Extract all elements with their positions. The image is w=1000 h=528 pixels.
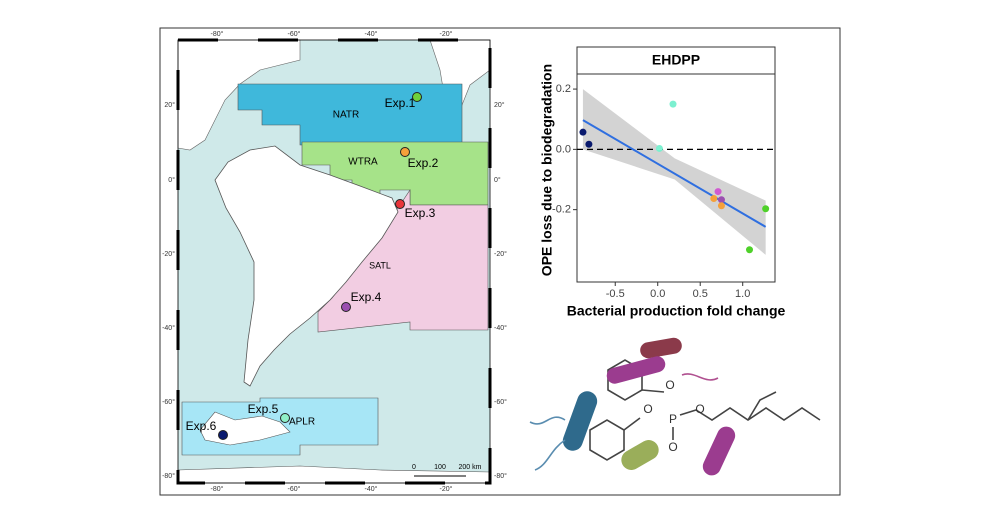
- site-label: Exp.2: [408, 156, 439, 170]
- site: [218, 430, 228, 440]
- scale-label: 0: [412, 464, 416, 471]
- region-natr: [237, 83, 463, 146]
- y-tick-label: 0.0: [556, 143, 571, 155]
- flagellum: [681, 373, 719, 381]
- bacterium: [640, 337, 682, 359]
- atom: O: [665, 378, 674, 392]
- point: [585, 140, 593, 148]
- bacterium: [606, 356, 666, 384]
- lon-label: -60°: [288, 30, 301, 38]
- lat-label: -20°: [162, 250, 175, 258]
- atom: P: [669, 412, 677, 426]
- region-label: APLR: [289, 417, 315, 428]
- lat-label: -40°: [494, 324, 507, 332]
- site: [341, 302, 351, 312]
- lat-label: 20°: [164, 101, 175, 109]
- site-label: Exp.1: [385, 96, 416, 110]
- scale-label: 100: [434, 464, 446, 471]
- lon-label: -20°: [440, 30, 453, 38]
- x-tick-label: 1.0: [735, 288, 750, 300]
- point: [710, 194, 718, 202]
- point: [655, 144, 663, 152]
- point: [717, 202, 725, 210]
- strip: [576, 46, 776, 75]
- lat-label: -80°: [494, 472, 507, 480]
- site: [412, 92, 422, 102]
- site: [395, 199, 405, 209]
- site-label: Exp.4: [351, 290, 382, 304]
- x-axis-title: Bacterial production fold change: [567, 303, 786, 319]
- bacterium: [562, 391, 598, 451]
- lon-label: -80°: [211, 485, 224, 493]
- land: [177, 39, 301, 151]
- map: NATR WTRA SATL APLR 0 100 200 km: [176, 38, 492, 485]
- point: [714, 188, 722, 196]
- x-tick-label: 0.0: [650, 288, 665, 300]
- lat-label: 20°: [494, 101, 505, 109]
- lat-label: -80°: [162, 472, 175, 480]
- site-label: Exp.6: [186, 419, 217, 433]
- point: [579, 128, 587, 136]
- confidence-band: [582, 89, 766, 255]
- ring: [589, 419, 625, 461]
- region-label: SATL: [369, 260, 391, 270]
- x-tick-label: -0.5: [606, 288, 625, 300]
- site: [280, 413, 290, 423]
- lat-label: 0°: [494, 176, 501, 184]
- lat-label: -60°: [494, 398, 507, 406]
- site-label: Exp.3: [405, 206, 436, 220]
- lon-label: -80°: [211, 30, 224, 38]
- region-label: NATR: [333, 110, 359, 121]
- point: [717, 196, 725, 204]
- y-tick-label: -0.2: [552, 204, 571, 216]
- scale-label: 200 km: [459, 464, 482, 471]
- lat-label: -40°: [162, 324, 175, 332]
- lon-label: -40°: [365, 485, 378, 493]
- lat-label: -60°: [162, 398, 175, 406]
- point: [669, 100, 677, 108]
- site: [400, 147, 410, 157]
- x-tick-label: 0.5: [693, 288, 708, 300]
- lon-label: -60°: [288, 485, 301, 493]
- bacterium: [621, 440, 659, 470]
- south-america: [214, 145, 399, 387]
- atom: O: [668, 440, 677, 454]
- atom: O: [695, 402, 704, 416]
- bonds: [623, 389, 821, 440]
- lon-label: -40°: [365, 30, 378, 38]
- illustration: O O P O O: [529, 337, 821, 476]
- point: [762, 205, 770, 213]
- lat-label: -20°: [494, 250, 507, 258]
- flagellum: [529, 416, 566, 471]
- chart-title: EHDPP: [652, 52, 700, 68]
- lat-label: 0°: [168, 176, 175, 184]
- fit-line: [582, 119, 767, 228]
- map-border: [177, 39, 491, 484]
- point: [746, 246, 754, 254]
- site-label: Exp.5: [248, 402, 279, 416]
- y-axis-title: OPE loss due to biodegradation: [539, 64, 555, 276]
- lon-label: -20°: [440, 485, 453, 493]
- region-label: WTRA: [348, 157, 378, 168]
- bacterium: [702, 426, 736, 476]
- y-tick-label: 0.2: [556, 83, 571, 95]
- atom: O: [643, 402, 652, 416]
